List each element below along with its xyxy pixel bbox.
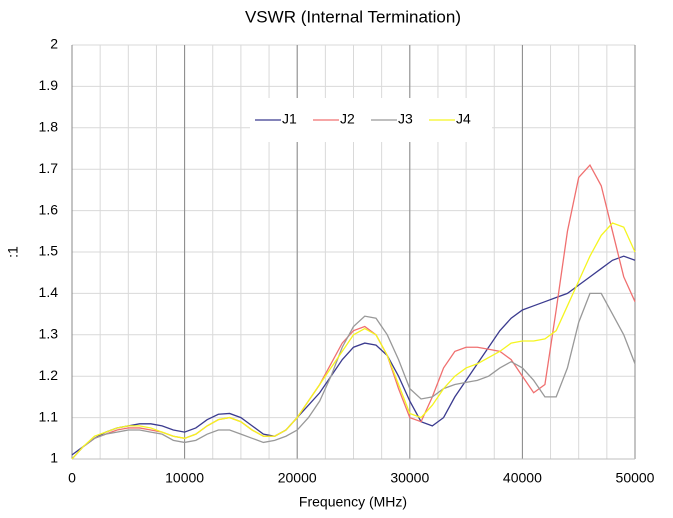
x-tick-label: 10000 bbox=[165, 470, 204, 486]
y-tick-label: 1.7 bbox=[39, 160, 59, 176]
y-tick-label: 1.2 bbox=[39, 367, 59, 383]
y-tick-label: 1.5 bbox=[39, 243, 59, 259]
y-tick-label: 1 bbox=[50, 450, 58, 466]
series-line bbox=[71, 292, 636, 460]
y-tick-label: 1.1 bbox=[39, 408, 59, 424]
x-tick-label: 30000 bbox=[390, 470, 429, 486]
legend-label: J4 bbox=[456, 111, 471, 127]
y-tick-label: 1.3 bbox=[39, 326, 59, 342]
legend-label: J1 bbox=[282, 111, 297, 127]
x-tick-label: 40000 bbox=[503, 470, 542, 486]
y-axis-label: :1 bbox=[5, 246, 21, 258]
y-tick-label: 2 bbox=[50, 36, 58, 52]
y-tick-label: 1.8 bbox=[39, 119, 59, 135]
x-axis-label: Frequency (MHz) bbox=[299, 494, 407, 510]
x-tick-label: 0 bbox=[68, 470, 76, 486]
y-tick-label: 1.9 bbox=[39, 77, 59, 93]
legend-label: J3 bbox=[398, 111, 413, 127]
y-tick-label: 1.4 bbox=[39, 284, 59, 300]
series-line bbox=[71, 255, 636, 456]
x-tick-label: 20000 bbox=[278, 470, 317, 486]
x-tick-label: 50000 bbox=[616, 470, 655, 486]
legend-label: J2 bbox=[340, 111, 355, 127]
series-line bbox=[71, 222, 636, 460]
chart-title: VSWR (Internal Termination) bbox=[245, 7, 461, 26]
y-tick-label: 1.6 bbox=[39, 201, 59, 217]
